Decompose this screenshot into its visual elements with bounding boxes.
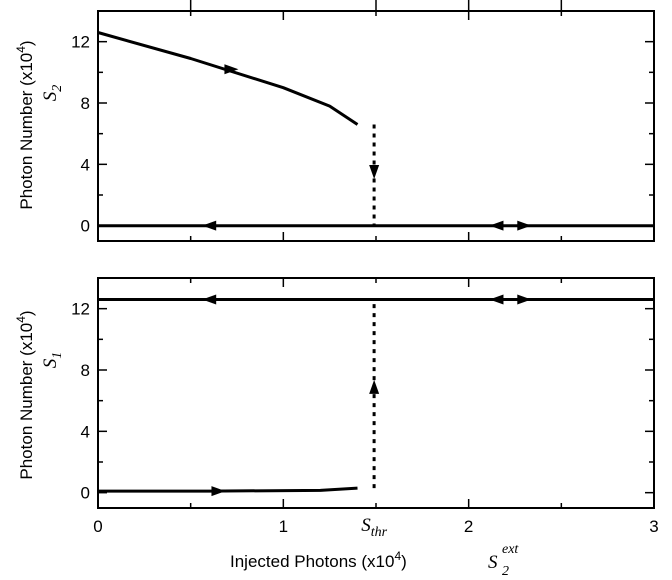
- x-tick-label: 3: [649, 517, 658, 536]
- bottom-y-axis-symbol: S1: [40, 352, 65, 369]
- direction-arrow-right: [211, 486, 226, 497]
- bottom-arrows-group: [202, 294, 532, 497]
- y-tick-label: 4: [81, 155, 90, 174]
- y-tick-label: 12: [71, 300, 90, 319]
- bottom-series-group: [98, 298, 654, 493]
- top-series-group: [97, 31, 654, 228]
- direction-arrow-down: [369, 165, 380, 179]
- bottom-y-tick-labels: 0 4 8 12: [71, 300, 90, 503]
- bottom-x-tick-labels: 0 1 2 3: [93, 517, 658, 536]
- x-axis-label: Injected Photons (x104): [230, 549, 407, 571]
- y-tick-label: 0: [81, 217, 90, 236]
- x-axis-symbol-sub: 2: [502, 564, 509, 579]
- bottom-y-axis-label: Photon Number (x104): [14, 310, 36, 479]
- x-tick-label: 1: [279, 517, 288, 536]
- x-axis-symbol-sup: ext: [502, 542, 519, 557]
- top-y-tick-labels: 0 4 8 12: [71, 33, 90, 236]
- direction-arrow-left: [202, 294, 217, 305]
- top-y-axis-symbol: S2: [40, 85, 65, 102]
- threshold-label: Sthr: [361, 515, 387, 540]
- top-panel: 0 4 8 12 Photon Number (x104) S2: [14, 0, 655, 242]
- top-axis-ticks: [97, 0, 655, 241]
- direction-arrow-right: [517, 220, 532, 231]
- x-tick-label: 2: [464, 517, 473, 536]
- x-axis-symbol: S: [488, 552, 498, 573]
- y-tick-label: 12: [71, 33, 90, 52]
- direction-arrow-left: [489, 220, 504, 231]
- y-tick-label: 4: [81, 422, 90, 441]
- top-arrows-group: [202, 64, 532, 231]
- direction-arrow-up: [369, 379, 380, 394]
- bottom-plot-frame: [97, 277, 655, 509]
- direction-arrow-right: [224, 64, 239, 75]
- series-line: [98, 486, 358, 493]
- series-line: [97, 31, 359, 126]
- y-tick-label: 8: [81, 94, 90, 113]
- top-y-axis-label: Photon Number (x104): [14, 40, 36, 209]
- y-tick-label: 0: [81, 484, 90, 503]
- direction-arrow-right: [517, 294, 532, 305]
- top-plot-frame: [97, 10, 655, 242]
- direction-arrow-left: [489, 294, 504, 305]
- direction-arrow-left: [202, 220, 217, 231]
- x-tick-label: 0: [93, 517, 102, 536]
- y-tick-label: 8: [81, 361, 90, 380]
